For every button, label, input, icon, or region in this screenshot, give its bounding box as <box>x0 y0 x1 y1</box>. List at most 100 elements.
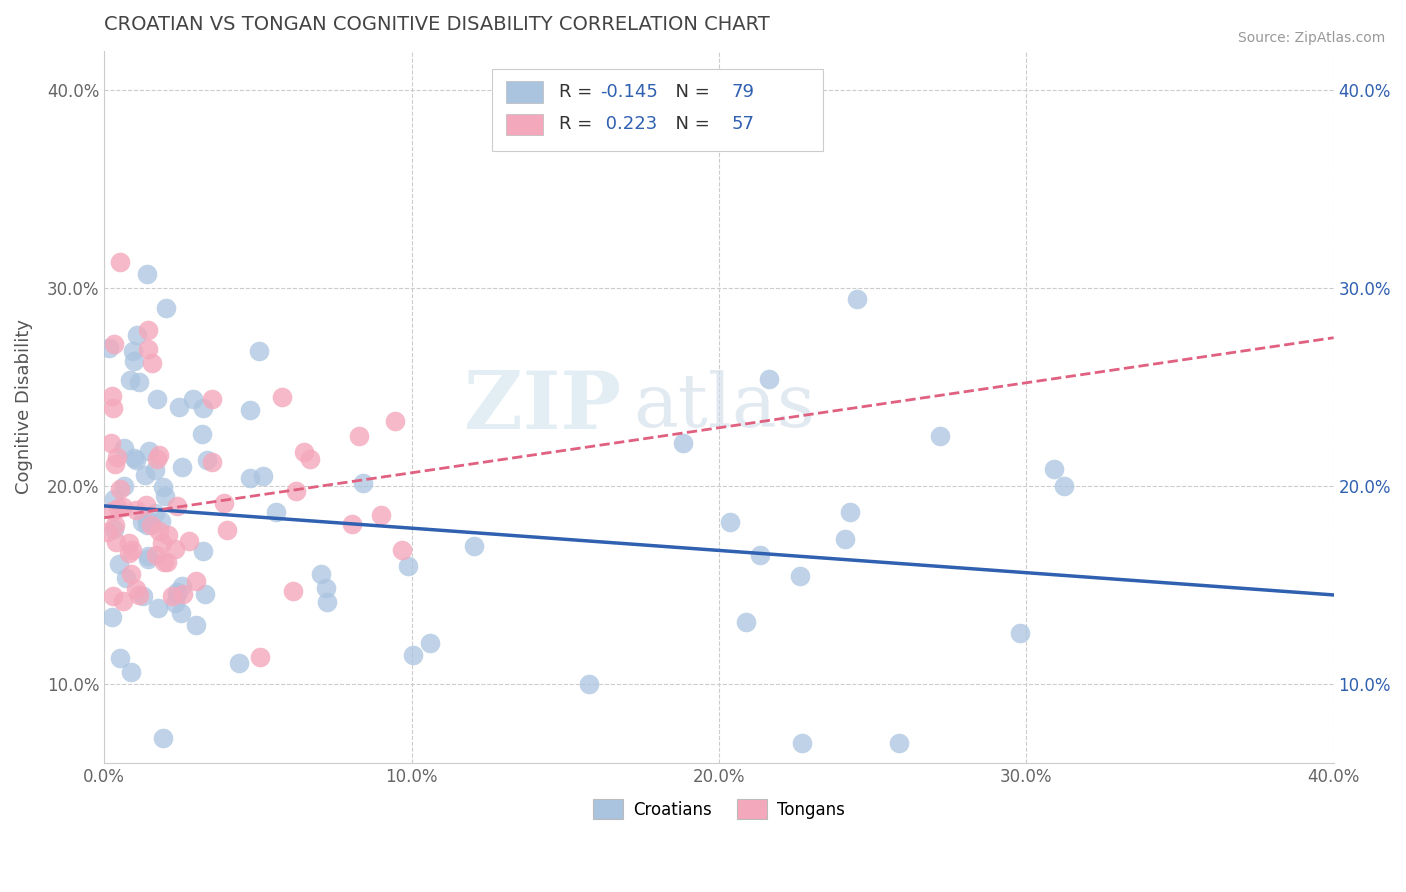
Point <box>172 460 194 475</box>
Point <box>118 545 141 559</box>
Point <box>153 488 176 502</box>
Point <box>125 503 148 517</box>
Point <box>281 584 304 599</box>
Point <box>105 450 128 465</box>
Point <box>201 392 224 406</box>
Point <box>108 557 131 571</box>
Point <box>128 376 150 390</box>
Text: 0.223: 0.223 <box>600 115 657 133</box>
Point <box>215 524 238 538</box>
Point <box>1010 625 1032 640</box>
Point <box>111 593 134 607</box>
Legend: Croatians, Tongans: Croatians, Tongans <box>586 792 852 826</box>
Point <box>134 468 156 483</box>
Point <box>578 676 600 690</box>
Point <box>299 451 322 466</box>
Y-axis label: Cognitive Disability: Cognitive Disability <box>15 319 32 494</box>
Point <box>139 518 162 533</box>
Point <box>145 549 167 563</box>
Point <box>315 581 337 595</box>
Point <box>103 522 125 536</box>
Point <box>340 516 363 531</box>
Point <box>166 585 188 599</box>
Point <box>104 535 127 549</box>
Point <box>128 588 150 602</box>
Point <box>136 549 159 563</box>
Point <box>120 372 142 386</box>
Point <box>889 736 911 750</box>
Text: ZIP: ZIP <box>464 368 620 446</box>
Point <box>249 650 271 665</box>
Point <box>172 587 194 601</box>
Text: atlas: atlas <box>633 370 815 443</box>
Point <box>136 343 159 357</box>
Point <box>135 268 157 282</box>
FancyBboxPatch shape <box>506 81 543 103</box>
Point <box>845 292 868 306</box>
Point <box>212 496 235 510</box>
Point <box>157 528 180 542</box>
Point <box>103 401 125 416</box>
Point <box>125 582 148 596</box>
Point <box>146 600 169 615</box>
Point <box>148 448 170 462</box>
Point <box>100 609 122 624</box>
Point <box>239 471 262 485</box>
Point <box>136 551 159 566</box>
Point <box>165 596 187 610</box>
Point <box>152 480 174 494</box>
Point <box>184 574 207 589</box>
Point <box>749 548 772 562</box>
Point <box>720 515 742 529</box>
Point <box>181 392 204 407</box>
Point <box>384 414 406 428</box>
Point <box>834 532 856 546</box>
Text: N =: N = <box>664 83 716 101</box>
Point <box>136 323 159 337</box>
Text: Source: ZipAtlas.com: Source: ZipAtlas.com <box>1237 31 1385 45</box>
Point <box>166 587 188 601</box>
Point <box>120 665 142 679</box>
Point <box>125 452 148 467</box>
Point <box>141 356 163 370</box>
Point <box>352 476 374 491</box>
Point <box>160 589 183 603</box>
Point <box>790 736 813 750</box>
Point <box>122 354 145 368</box>
Text: R =: R = <box>560 83 598 101</box>
Text: 79: 79 <box>731 83 754 101</box>
Point <box>170 579 193 593</box>
Point <box>145 392 167 406</box>
Point <box>155 301 177 316</box>
Point <box>201 455 224 469</box>
Text: 57: 57 <box>731 115 754 133</box>
Point <box>100 436 122 450</box>
Text: N =: N = <box>664 115 716 133</box>
Point <box>104 517 127 532</box>
Point <box>115 571 138 585</box>
Point <box>135 498 157 512</box>
Point <box>184 617 207 632</box>
Point <box>391 542 413 557</box>
Point <box>194 587 217 601</box>
Point <box>195 452 218 467</box>
Point <box>153 556 176 570</box>
Point <box>156 555 179 569</box>
Point <box>135 518 157 533</box>
Point <box>112 479 135 493</box>
Point <box>193 543 215 558</box>
Point <box>108 482 131 496</box>
Point <box>138 443 160 458</box>
Point <box>148 524 170 539</box>
Point <box>239 403 262 417</box>
Point <box>264 506 287 520</box>
Point <box>929 429 952 443</box>
Point <box>463 539 485 553</box>
Point <box>419 636 441 650</box>
Point <box>143 463 166 477</box>
Point <box>122 450 145 465</box>
Point <box>292 444 315 458</box>
Point <box>101 504 124 518</box>
Point <box>103 491 125 506</box>
Point <box>112 500 135 515</box>
